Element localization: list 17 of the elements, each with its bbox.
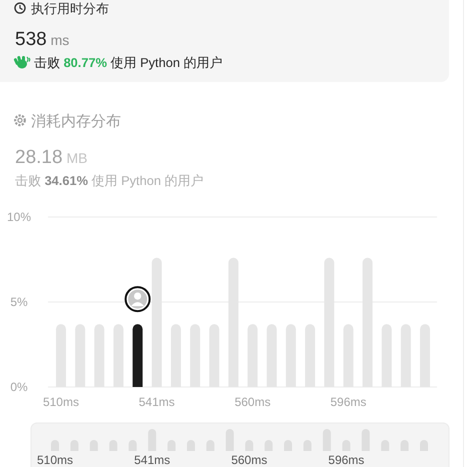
xtick: 510ms [42, 395, 79, 409]
value: 28.18 MB [15, 147, 88, 168]
xtick: 560ms [234, 395, 271, 409]
xtick: 560ms [231, 453, 268, 467]
xtick: 541ms [134, 453, 170, 467]
value: 538 ms [15, 29, 70, 50]
annotation: 击败 80.77% 使用 Python 的用户 [34, 55, 222, 70]
title: 消耗内存分布 [31, 113, 121, 130]
ytick: 5% [10, 295, 28, 309]
ytick: 10% [6, 210, 32, 224]
xtick: 596ms [330, 395, 366, 409]
title: 执行用时分布 [31, 1, 109, 16]
xtick: 510ms [37, 453, 74, 467]
annotation: 击败 34.61% 使用 Python 的用户 [15, 173, 204, 188]
xtick: 596ms [328, 453, 364, 467]
ytick: 0% [10, 380, 28, 394]
xtick: 541ms [138, 395, 175, 409]
